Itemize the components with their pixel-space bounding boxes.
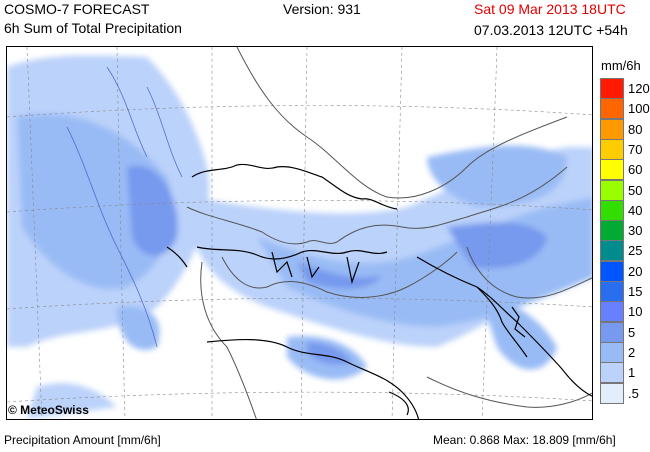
legend-swatch: [600, 382, 624, 404]
precipitation-map: [6, 46, 593, 420]
lat-lon-grid: [7, 47, 592, 419]
country-borders: [186, 47, 592, 419]
legend-label: 30: [628, 223, 643, 239]
copyright-label: © MeteoSwiss: [8, 403, 89, 417]
legend-swatch: [600, 179, 624, 201]
legend-label: 15: [628, 284, 643, 299]
legend-swatch: [600, 341, 624, 363]
legend-swatch: [600, 260, 624, 282]
legend-label: 25: [628, 243, 643, 259]
legend-swatch: [600, 301, 624, 323]
legend-label: 60: [628, 162, 643, 178]
legend-label: 5: [628, 324, 636, 340]
legend-label: .5: [628, 385, 639, 401]
legend-swatch: [600, 199, 624, 221]
legend-label: 80: [628, 121, 643, 137]
legend-swatch: [600, 281, 624, 302]
legend-label: 40: [628, 202, 643, 218]
legend-swatch: [600, 321, 624, 343]
footer-statistics: Mean: 0.868 Max: 18.809 [mm/6h]: [433, 433, 616, 447]
legend-label: 10: [628, 304, 643, 320]
valid-time: Sat 09 Mar 2013 18UTC: [474, 1, 626, 17]
legend-swatch: [600, 240, 624, 262]
legend-unit: mm/6h: [601, 58, 641, 73]
legend-swatch: [600, 138, 624, 160]
legend-swatch: [600, 159, 624, 181]
legend-label: 20: [628, 263, 643, 279]
model-title: COSMO-7 FORECAST: [4, 1, 150, 17]
legend-label: 50: [628, 182, 643, 198]
version-label: Version: 931: [283, 1, 361, 17]
legend-swatch: [600, 78, 624, 99]
map-canvas: [7, 47, 592, 419]
product-title: 6h Sum of Total Precipitation: [4, 20, 182, 36]
legend-swatch: [600, 362, 624, 384]
footer-variable-label: Precipitation Amount [mm/6h]: [4, 433, 161, 447]
legend-label: 100: [628, 101, 650, 117]
rivers: [66, 66, 183, 348]
coastlines: [166, 163, 592, 419]
legend-label: 70: [628, 141, 643, 157]
run-time: 07.03.2013 12UTC +54h: [474, 22, 628, 38]
legend-swatch: [600, 220, 624, 242]
legend-label: 1: [628, 365, 636, 381]
legend-swatch: [600, 98, 624, 120]
legend-label: 2: [628, 344, 636, 360]
legend-swatch: [600, 118, 624, 140]
legend-label: 120: [628, 81, 650, 96]
